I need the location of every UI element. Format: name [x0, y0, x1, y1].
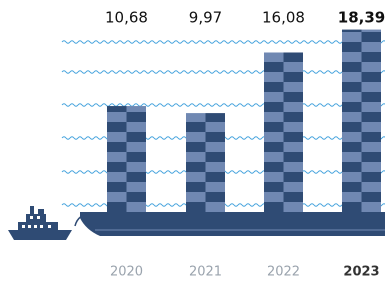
tugboat [8, 206, 72, 240]
chart: 10,68 2020 9,97 2021 16,08 2022 18,39 2023 [0, 0, 385, 284]
x-tick-label: 2020 [110, 265, 143, 280]
value-label: 18,39 [338, 9, 385, 27]
value-label: 10,68 [105, 9, 148, 27]
bar [186, 113, 225, 212]
bar [264, 52, 303, 212]
wave [62, 71, 385, 74]
x-tick-label: 2023 [343, 265, 379, 280]
value-label: 16,08 [262, 9, 305, 27]
wave [62, 104, 385, 107]
bar [107, 106, 146, 212]
x-tick-label: 2021 [189, 265, 222, 280]
bar [342, 30, 381, 212]
bars [107, 30, 381, 212]
wave [62, 41, 385, 44]
barge [75, 212, 385, 236]
value-label: 9,97 [189, 9, 222, 27]
x-tick-label: 2022 [267, 265, 300, 280]
